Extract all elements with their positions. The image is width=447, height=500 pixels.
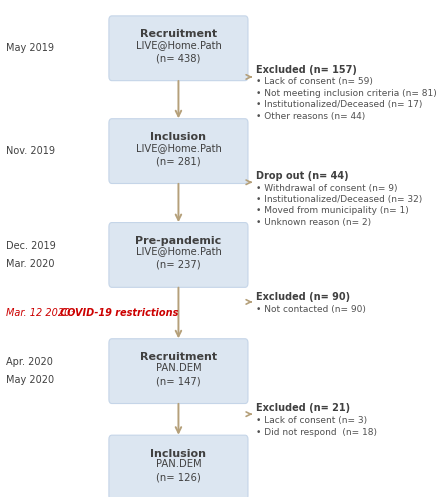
Text: Recruitment: Recruitment	[140, 30, 217, 40]
FancyBboxPatch shape	[109, 339, 248, 404]
Text: • Other reasons (n= 44): • Other reasons (n= 44)	[256, 112, 365, 120]
Text: PAN.DEM: PAN.DEM	[156, 362, 201, 372]
Text: • Not contacted (n= 90): • Not contacted (n= 90)	[256, 305, 366, 314]
FancyBboxPatch shape	[109, 118, 248, 184]
Text: Dec. 2019: Dec. 2019	[6, 241, 56, 251]
Text: • Did not respond  (n= 18): • Did not respond (n= 18)	[256, 428, 377, 436]
Text: • Institutionalized/Deceased (n= 17): • Institutionalized/Deceased (n= 17)	[256, 100, 422, 109]
Text: COVID-19 restrictions: COVID-19 restrictions	[60, 308, 178, 318]
Text: Mar. 12 2020:: Mar. 12 2020:	[6, 308, 77, 318]
Text: • Moved from municipality (n= 1): • Moved from municipality (n= 1)	[256, 206, 409, 216]
Text: • Not meeting inclusion criteria (n= 81): • Not meeting inclusion criteria (n= 81)	[256, 89, 437, 98]
Text: • Institutionalized/Deceased (n= 32): • Institutionalized/Deceased (n= 32)	[256, 195, 422, 204]
Text: Excluded (n= 90): Excluded (n= 90)	[256, 292, 350, 302]
Text: Excluded (n= 157): Excluded (n= 157)	[256, 64, 357, 74]
Text: Pre-pandemic: Pre-pandemic	[135, 236, 222, 246]
Text: • Withdrawal of consent (n= 9): • Withdrawal of consent (n= 9)	[256, 184, 397, 192]
Text: (n= 126): (n= 126)	[156, 472, 201, 482]
Text: • Lack of consent (n= 59): • Lack of consent (n= 59)	[256, 78, 373, 86]
Text: • Lack of consent (n= 3): • Lack of consent (n= 3)	[256, 416, 367, 425]
Text: May 2020: May 2020	[6, 375, 55, 385]
Text: Mar. 2020: Mar. 2020	[6, 259, 55, 269]
Text: Inclusion: Inclusion	[151, 132, 207, 142]
Text: (n= 147): (n= 147)	[156, 376, 201, 386]
Text: Apr. 2020: Apr. 2020	[6, 357, 53, 367]
Text: LIVE@Home.Path: LIVE@Home.Path	[135, 40, 221, 50]
Text: (n= 237): (n= 237)	[156, 260, 201, 270]
Text: Excluded (n= 21): Excluded (n= 21)	[256, 404, 350, 413]
Text: LIVE@Home.Path: LIVE@Home.Path	[135, 246, 221, 256]
Text: Inclusion: Inclusion	[151, 448, 207, 458]
FancyBboxPatch shape	[109, 16, 248, 80]
Text: • Unknown reason (n= 2): • Unknown reason (n= 2)	[256, 218, 371, 227]
Text: May 2019: May 2019	[6, 44, 55, 54]
Text: Nov. 2019: Nov. 2019	[6, 146, 55, 156]
Text: LIVE@Home.Path: LIVE@Home.Path	[135, 142, 221, 152]
Text: PAN.DEM: PAN.DEM	[156, 459, 201, 469]
Text: Drop out (n= 44): Drop out (n= 44)	[256, 171, 349, 181]
Text: (n= 281): (n= 281)	[156, 156, 201, 166]
Text: (n= 438): (n= 438)	[156, 53, 201, 63]
FancyBboxPatch shape	[109, 222, 248, 288]
Text: Recruitment: Recruitment	[140, 352, 217, 362]
FancyBboxPatch shape	[109, 435, 248, 500]
